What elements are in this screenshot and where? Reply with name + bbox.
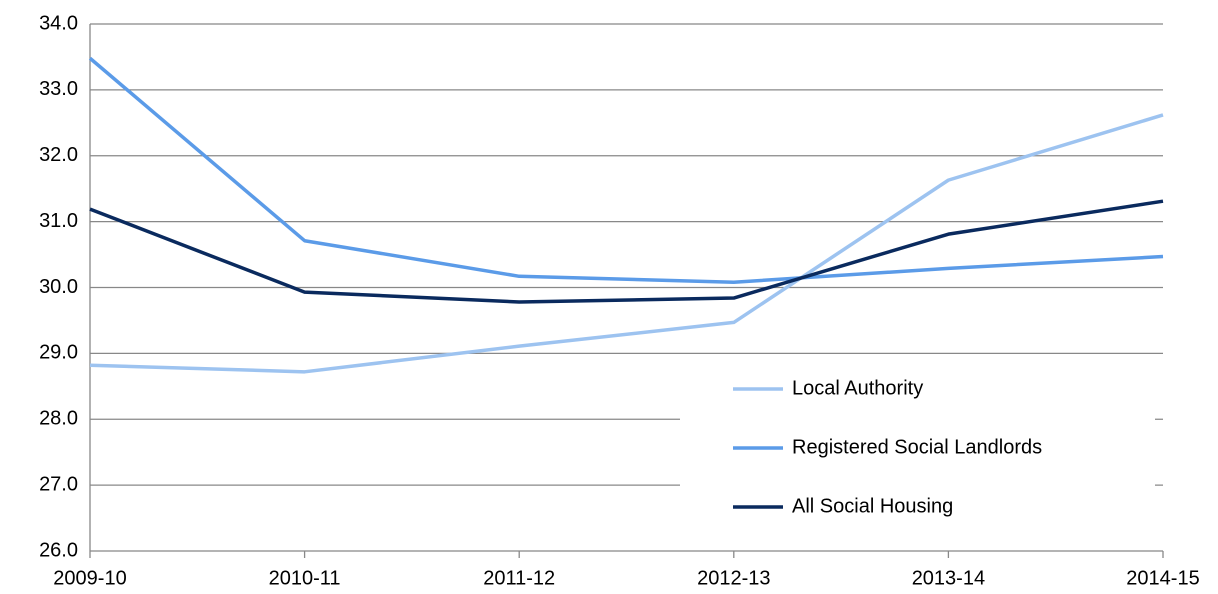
y-tick-label: 31.0: [39, 210, 78, 232]
y-tick-label: 30.0: [39, 276, 78, 298]
y-tick-label: 33.0: [39, 78, 78, 100]
x-tick-label: 2009-10: [53, 567, 126, 589]
x-tick-label: 2013-14: [912, 567, 985, 589]
series-line: [89, 113, 1164, 374]
x-tick-label: 2011-12: [483, 567, 555, 589]
x-tick-label: 2014-15: [1126, 567, 1199, 589]
y-tick-label: 32.0: [39, 144, 78, 166]
x-tick-label: 2012-13: [697, 567, 770, 589]
series-line: [88, 56, 1164, 284]
series-line: [89, 199, 1164, 304]
x-tick-label: 2010-11: [269, 567, 341, 589]
y-tick-label: 26.0: [39, 539, 78, 561]
y-tick-label: 28.0: [39, 408, 78, 430]
y-tick-label: 27.0: [39, 473, 78, 495]
legend-label: All Social Housing: [792, 495, 953, 517]
y-tick-label: 29.0: [39, 342, 78, 364]
y-tick-label: 34.0: [39, 12, 78, 34]
legend-label: Registered Social Landlords: [792, 436, 1042, 458]
legend-label: Local Authority: [792, 377, 923, 399]
